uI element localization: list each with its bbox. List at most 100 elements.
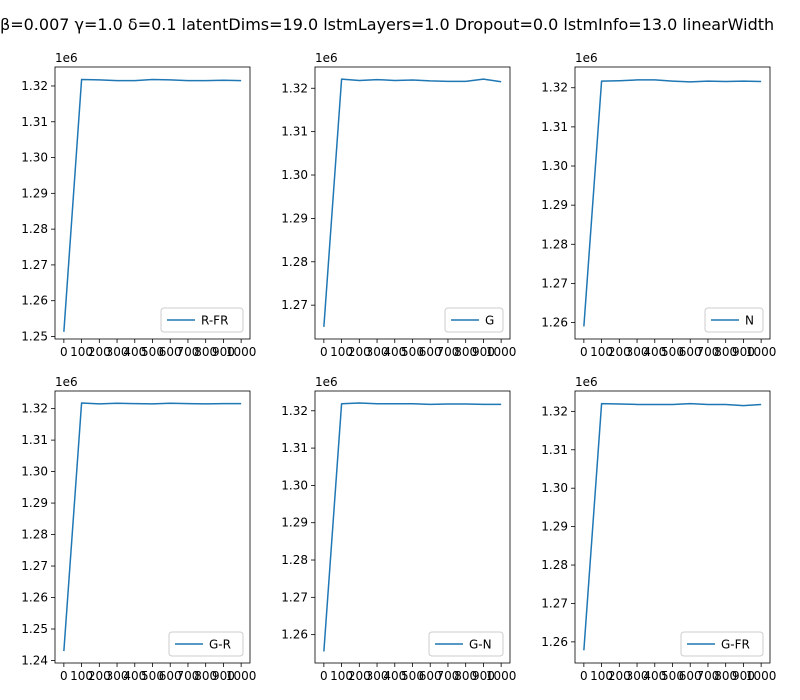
legend: R-FR: [160, 307, 244, 333]
y-tick-label: 1.27: [21, 258, 48, 272]
y-tick-label: 1.28: [541, 558, 568, 572]
y-tick-label: 1.27: [281, 590, 308, 604]
y-tick-label: 1.26: [541, 635, 568, 649]
legend-label: R-FR: [201, 314, 228, 328]
x-tick-label: 500: [661, 669, 684, 683]
x-tick-label: 100: [70, 669, 93, 683]
x-tick-label: 100: [70, 345, 93, 359]
x-tick-label: 600: [419, 345, 442, 359]
y-tick-label: 1.32: [281, 81, 308, 95]
y-tick-label: 1.29: [21, 496, 48, 510]
y-tick-label: 1.29: [281, 516, 308, 530]
x-tick-label: 1000: [486, 669, 517, 683]
subplot-grid: 0 10020030040050060070080090010001.251.26…: [21, 51, 776, 683]
y-tick-label: 1.25: [21, 329, 48, 343]
y-tick-label: 1.29: [21, 186, 48, 200]
y-offset-label: 1e6: [315, 375, 338, 389]
y-tick-label: 1.28: [281, 255, 308, 269]
x-tick-label: 1000: [226, 345, 257, 359]
y-tick-label: 1.29: [541, 198, 568, 212]
y-offset-label: 1e6: [575, 51, 598, 65]
x-tick-label: 400: [123, 669, 146, 683]
series-line: [323, 78, 502, 327]
y-tick-label: 1.24: [21, 653, 48, 667]
y-tick-label: 1.25: [21, 622, 48, 636]
x-tick-label: 900: [732, 669, 755, 683]
y-tick-label: 1.26: [541, 316, 568, 330]
x-tick-label: 500: [141, 669, 164, 683]
axes-frame: [574, 66, 771, 340]
legend: N: [704, 307, 764, 333]
y-tick-label: 1.30: [541, 159, 568, 173]
x-tick-label: 700: [697, 345, 720, 359]
y-tick-label: 1.26: [21, 294, 48, 308]
y-tick-label: 1.30: [281, 478, 308, 492]
y-tick-label: 1.28: [541, 237, 568, 251]
y-tick-label: 1.26: [281, 628, 308, 642]
y-tick-label: 1.31: [281, 441, 308, 455]
x-tick-label: 0: [320, 669, 328, 683]
legend-label: N: [745, 314, 754, 328]
y-tick-label: 1.29: [281, 211, 308, 225]
x-tick-label: 600: [679, 669, 702, 683]
x-tick-label: 800: [714, 345, 737, 359]
axes-frame: [54, 66, 251, 340]
x-tick-label: 1000: [486, 345, 517, 359]
y-tick-label: 1.30: [281, 168, 308, 182]
y-tick-label: 1.31: [21, 433, 48, 447]
x-tick-label: 700: [437, 345, 460, 359]
x-tick-label: 0: [580, 345, 588, 359]
x-tick-label: 900: [732, 345, 755, 359]
x-tick-label: 0: [580, 669, 588, 683]
y-tick-label: 1.32: [281, 404, 308, 418]
y-tick-label: 1.32: [21, 79, 48, 93]
x-tick-label: 800: [194, 669, 217, 683]
legend-box: [680, 631, 764, 657]
x-tick-label: 900: [212, 345, 235, 359]
legend-label: G-N: [469, 638, 492, 652]
x-tick-label: 600: [679, 345, 702, 359]
y-offset-label: 1e6: [55, 375, 78, 389]
x-tick-label: 300: [366, 345, 389, 359]
y-tick-label: 1.31: [281, 125, 308, 139]
legend: G: [444, 307, 504, 333]
x-tick-label: 100: [330, 669, 353, 683]
x-tick-label: 700: [437, 669, 460, 683]
x-tick-label: 900: [212, 669, 235, 683]
y-tick-label: 1.27: [541, 276, 568, 290]
x-tick-label: 1000: [746, 345, 777, 359]
x-tick-label: 600: [159, 669, 182, 683]
y-tick-label: 1.31: [21, 115, 48, 129]
x-tick-label: 900: [472, 669, 495, 683]
x-tick-label: 900: [472, 345, 495, 359]
x-tick-label: 400: [123, 345, 146, 359]
x-tick-label: 600: [159, 345, 182, 359]
x-tick-label: 1000: [746, 669, 777, 683]
x-tick-label: 400: [383, 345, 406, 359]
y-offset-label: 1e6: [575, 375, 598, 389]
y-tick-label: 1.32: [21, 402, 48, 416]
axes-frame: [574, 390, 771, 664]
x-tick-label: 1000: [226, 669, 257, 683]
series-line: [583, 79, 762, 327]
legend-label: G-R: [209, 638, 231, 652]
x-tick-label: 800: [194, 345, 217, 359]
legend-label: G-FR: [721, 638, 750, 652]
y-tick-label: 1.28: [21, 528, 48, 542]
y-tick-label: 1.29: [541, 520, 568, 534]
x-tick-label: 500: [401, 669, 424, 683]
x-tick-label: 400: [383, 669, 406, 683]
legend-label: G: [485, 314, 494, 328]
x-tick-label: 200: [348, 345, 371, 359]
y-offset-label: 1e6: [55, 51, 78, 65]
legend: G-N: [428, 631, 504, 657]
x-tick-label: 0: [60, 669, 68, 683]
x-tick-label: 200: [88, 345, 111, 359]
x-tick-label: 0: [60, 345, 68, 359]
legend-box: [428, 631, 504, 657]
x-tick-label: 0: [320, 345, 328, 359]
